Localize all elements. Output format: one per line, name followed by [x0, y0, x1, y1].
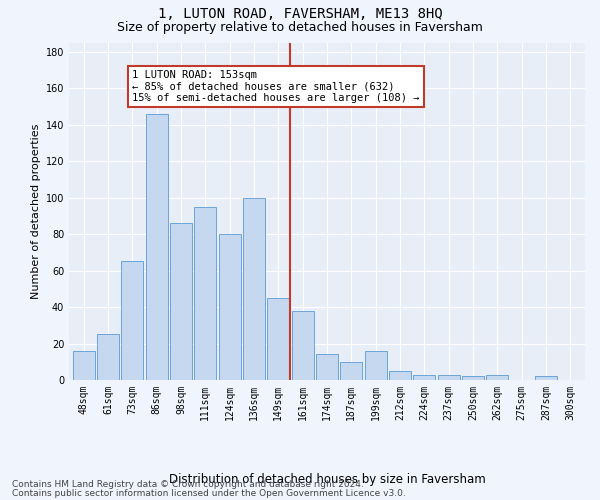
- Bar: [268, 298, 289, 380]
- Bar: [535, 376, 557, 380]
- Bar: [218, 234, 241, 380]
- Bar: [121, 262, 143, 380]
- Bar: [340, 362, 362, 380]
- X-axis label: Distribution of detached houses by size in Faversham: Distribution of detached houses by size …: [169, 473, 485, 486]
- Bar: [413, 374, 436, 380]
- Bar: [487, 374, 508, 380]
- Text: 1 LUTON ROAD: 153sqm
← 85% of detached houses are smaller (632)
15% of semi-deta: 1 LUTON ROAD: 153sqm ← 85% of detached h…: [132, 70, 420, 103]
- Text: Size of property relative to detached houses in Faversham: Size of property relative to detached ho…: [117, 21, 483, 34]
- Bar: [73, 351, 95, 380]
- Bar: [316, 354, 338, 380]
- Text: Contains public sector information licensed under the Open Government Licence v3: Contains public sector information licen…: [12, 488, 406, 498]
- Bar: [243, 198, 265, 380]
- Y-axis label: Number of detached properties: Number of detached properties: [31, 124, 41, 299]
- Bar: [389, 371, 411, 380]
- Bar: [170, 223, 192, 380]
- Bar: [365, 351, 386, 380]
- Bar: [146, 114, 167, 380]
- Text: 1, LUTON ROAD, FAVERSHAM, ME13 8HQ: 1, LUTON ROAD, FAVERSHAM, ME13 8HQ: [158, 8, 442, 22]
- Bar: [194, 206, 216, 380]
- Text: Contains HM Land Registry data © Crown copyright and database right 2024.: Contains HM Land Registry data © Crown c…: [12, 480, 364, 489]
- Bar: [292, 310, 314, 380]
- Bar: [462, 376, 484, 380]
- Bar: [97, 334, 119, 380]
- Bar: [438, 374, 460, 380]
